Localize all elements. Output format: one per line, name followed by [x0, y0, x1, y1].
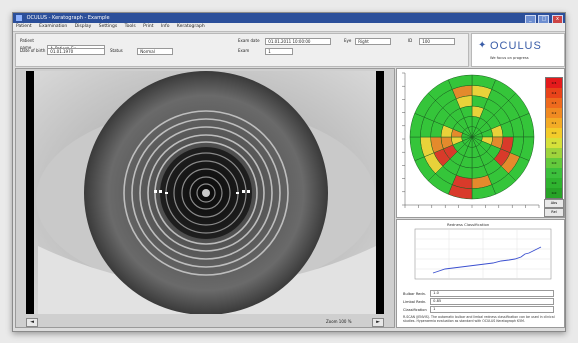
scale-step: 0.0	[546, 168, 562, 178]
scale-step: 0.2	[546, 108, 562, 118]
menu-item-print[interactable]: Print	[143, 24, 154, 29]
bulbar-redness-row: Bulbar Redn. 1.0	[403, 290, 558, 297]
scale-step: 0.0	[546, 178, 562, 188]
redness-history-panel: Redness Classification Bulbar Redn. 1.0 …	[396, 219, 565, 328]
limbal-redness-label: Limbal Redn.	[403, 299, 427, 304]
status-value[interactable]: Normal	[137, 47, 174, 55]
patient-info-panel: Patient name A_Patient_Ex Date of birth …	[15, 33, 469, 67]
history-title: Redness Classification	[447, 222, 490, 227]
title-bar: OCULUS - Keratograph - Example _ □ x	[13, 13, 565, 24]
birthdate-label: Date of birth	[20, 48, 46, 53]
scale-step: 0.1	[546, 118, 562, 128]
classification-value: 1	[430, 306, 555, 313]
status-label: Status	[110, 48, 123, 53]
scale-step: 0.0	[546, 188, 562, 198]
brand-tagline: We focus on progress	[490, 56, 529, 60]
limbal-redness-value: 0.85	[430, 298, 555, 305]
next-image-button[interactable]: ►	[372, 318, 384, 327]
abs-scale-button[interactable]: Abs	[544, 199, 564, 208]
patient-name-label: Patient name	[20, 38, 34, 50]
app-window: OCULUS - Keratograph - Example _ □ x Pat…	[12, 12, 566, 332]
brand-logo: ✦ OCULUS We focus on progress	[471, 33, 565, 67]
info-note: R-SCAN (JENVIS). The automatic bulbar an…	[403, 315, 555, 323]
zoom-readout: Zoom 100 %	[326, 319, 352, 324]
classification-row: Classification 1	[403, 306, 558, 313]
menu-item-settings[interactable]: Settings	[98, 24, 118, 29]
id-value[interactable]: 100	[419, 37, 456, 45]
app-icon	[16, 15, 22, 21]
scale-step: 0.0	[546, 158, 562, 168]
status-field: Status Normal	[110, 47, 174, 55]
scale-step: 0.0	[546, 138, 562, 148]
eye-field: Eye Right	[344, 37, 392, 45]
map-sector	[447, 74, 473, 90]
color-scale: 0.5 0.4 0.3 0.2 0.1 0.0 0.0 0.0 0.0 0.0 …	[545, 77, 563, 199]
scale-step: 0.3	[546, 98, 562, 108]
limbal-redness-row: Limbal Redn. 0.85	[403, 298, 558, 305]
image-panel: ◄ Zoom 100 % ►	[15, 68, 395, 328]
window-title: OCULUS - Keratograph - Example	[26, 15, 110, 21]
exam-value[interactable]: 1	[265, 47, 294, 55]
scale-step: 0.0	[546, 128, 562, 138]
eye-value[interactable]: Right	[355, 37, 392, 45]
exam-label: Exam	[238, 48, 250, 53]
scale-step: 0.0	[546, 148, 562, 158]
redness-polar-map[interactable]	[397, 69, 543, 215]
bulbar-redness-value: 1.0	[430, 290, 555, 297]
scale-step: 0.4	[546, 88, 562, 98]
id-field: ID 100	[408, 37, 456, 45]
id-label: ID	[408, 38, 413, 43]
birthdate-value[interactable]: 01.01.1970	[47, 47, 106, 55]
eye-image-viewer[interactable]	[26, 71, 384, 314]
exam-date-field: Exam date 01.01.2011 10:00:00	[238, 37, 332, 45]
menu-item-display[interactable]: Display	[74, 24, 92, 29]
exam-date-label: Exam date	[238, 38, 260, 43]
eye-image	[26, 71, 384, 314]
menu-bar: Patient Examination Display Settings Too…	[13, 23, 565, 32]
prev-image-button[interactable]: ◄	[26, 318, 38, 327]
eye-label: Eye	[344, 38, 352, 43]
exam-date-value[interactable]: 01.01.2011 10:00:00	[265, 37, 332, 45]
classification-label: Classification	[403, 307, 427, 312]
image-footer: ◄ Zoom 100 % ►	[16, 316, 394, 327]
redness-map-panel: 0.5 0.4 0.3 0.2 0.1 0.0 0.0 0.0 0.0 0.0 …	[396, 68, 565, 218]
menu-item-patient[interactable]: Patient	[16, 24, 32, 29]
menu-item-info[interactable]: Info	[160, 24, 170, 29]
menu-item-keratograph[interactable]: Keratograph	[176, 24, 205, 29]
brand-name: OCULUS	[490, 40, 542, 52]
patient-name-field: Patient name A_Patient_Ex	[20, 37, 106, 52]
exam-field: Exam 1	[238, 47, 294, 55]
history-graph	[414, 228, 552, 280]
scale-step: 0.5	[546, 78, 562, 88]
menu-item-tools[interactable]: Tools	[124, 24, 136, 29]
menu-item-examination[interactable]: Examination	[39, 24, 68, 29]
oculus-logo-icon: ✦	[478, 40, 487, 51]
bulbar-redness-label: Bulbar Redn.	[403, 291, 427, 296]
rel-scale-button[interactable]: Rel	[544, 208, 564, 217]
birthdate-field: Date of birth 01.01.1970	[20, 47, 106, 55]
